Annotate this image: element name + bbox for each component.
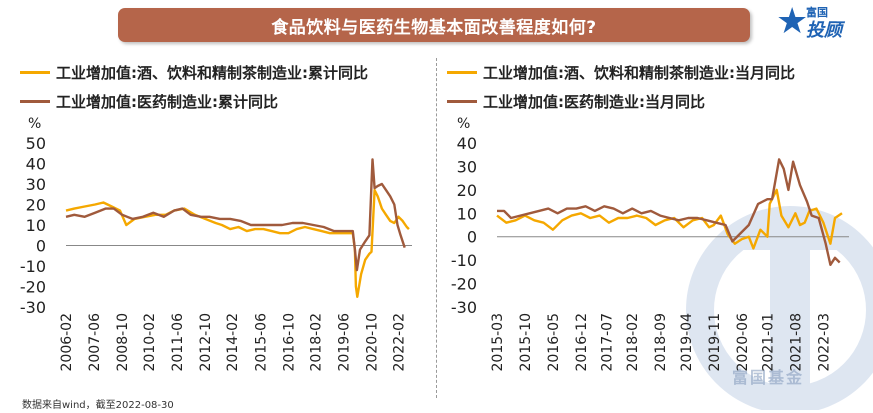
x-tick-label: 2021-08 — [788, 313, 804, 372]
series-line-2 — [497, 158, 841, 266]
x-tick-label: 2018-09 — [653, 313, 669, 372]
y-axis-unit: % — [457, 116, 470, 132]
x-tick-label: 2020-10 — [364, 313, 380, 372]
x-tick-label: 2019-11 — [707, 313, 723, 372]
series-line-1 — [496, 188, 843, 250]
y-tick-label: 40 — [26, 155, 46, 174]
y-tick-label: -20 — [451, 275, 477, 294]
x-tick-label: 2015-10 — [518, 313, 534, 372]
x-tick-label: 2021-01 — [760, 313, 776, 372]
series-line-1 — [65, 188, 410, 298]
x-tick-label: 2015-03 — [490, 313, 506, 372]
x-tick-label: 2019-06 — [336, 313, 352, 372]
x-tick-label: 2018-02 — [308, 313, 324, 372]
y-tick-label: 10 — [457, 204, 477, 223]
legend-item-left-2: 工业增加值:医药制造业:累计同比 — [20, 90, 278, 112]
x-tick-label: 2020-06 — [735, 313, 751, 372]
y-tick-label: -30 — [451, 298, 477, 317]
y-tick-label: -20 — [20, 278, 46, 297]
legend-swatch — [447, 70, 477, 74]
title-banner: 食品饮料与医药生物基本面改善程度如何? — [118, 8, 750, 42]
x-tick-label: 2014-02 — [225, 313, 241, 372]
x-tick-label: 2006-02 — [59, 313, 75, 372]
y-tick-label: 50 — [26, 134, 46, 153]
chart-right: % -30 -20 -10 0 10 20 30 40 2015-03 2015-10 2016-05… — [451, 116, 849, 372]
legend-item-left-1: 工业增加值:酒、饮料和精制茶制造业:累计同比 — [20, 61, 368, 83]
legend-label: 工业增加值:酒、饮料和精制茶制造业:累计同比 — [56, 63, 368, 82]
x-tick-label: 2017-07 — [600, 313, 616, 372]
legend-label: 工业增加值:医药制造业:当月同比 — [483, 92, 705, 111]
legend-swatch — [20, 99, 50, 103]
legend-label: 工业增加值:医药制造业:累计同比 — [56, 92, 278, 111]
y-tick-label: -10 — [451, 251, 477, 270]
x-tick-label: 2012-10 — [198, 313, 214, 372]
x-tick-label: 2015-06 — [253, 313, 269, 372]
x-tick-label: 2007-06 — [87, 313, 103, 372]
y-tick-label: 20 — [457, 181, 477, 200]
y-axis-unit: % — [28, 116, 41, 132]
x-tick-label: 2016-05 — [546, 313, 562, 372]
y-tick-label: 20 — [26, 196, 46, 215]
brand-name-main: 投顾 — [806, 20, 842, 41]
series-line-2 — [65, 158, 406, 272]
y-tick-label: 30 — [26, 175, 46, 194]
y-tick-label: 0 — [467, 228, 477, 247]
y-tick-label: 30 — [457, 157, 477, 176]
page-title: 食品饮料与医药生物基本面改善程度如何? — [271, 17, 597, 38]
watermark-text: 富国基金 — [732, 368, 805, 387]
y-tick-label: -10 — [20, 257, 46, 276]
legend-label: 工业增加值:酒、饮料和精制茶制造业:当月同比 — [483, 63, 795, 82]
legend-item-right-2: 工业增加值:医药制造业:当月同比 — [447, 90, 705, 112]
legend-swatch — [20, 70, 50, 74]
brand-name-top: 富国 — [806, 6, 828, 19]
x-tick-label: 2022-02 — [391, 313, 407, 372]
x-tick-label: 2011-06 — [170, 313, 186, 372]
x-tick-label: 2022-03 — [816, 313, 832, 372]
source-note: 数据来自wind，截至2022-08-30 — [22, 400, 174, 411]
panel-divider — [436, 58, 437, 398]
watermark-logo — [686, 206, 873, 410]
y-tick-label: -30 — [20, 298, 46, 317]
x-tick-label: 2008-10 — [115, 313, 131, 372]
legend-item-right-1: 工业增加值:酒、饮料和精制茶制造业:当月同比 — [447, 61, 795, 83]
x-tick-label: 2010-02 — [142, 313, 158, 372]
x-tick-label: 2016-12 — [574, 313, 590, 372]
y-tick-label: 10 — [26, 216, 46, 235]
brand-logo: ★ 富国 投顾 — [776, 0, 873, 44]
legend-swatch — [447, 99, 477, 103]
y-tick-label: 0 — [36, 237, 46, 256]
x-tick-label: 2019-04 — [679, 313, 695, 372]
x-tick-label: 2016-10 — [281, 313, 297, 372]
star-icon: ★ — [776, 1, 809, 42]
y-tick-label: 40 — [457, 134, 477, 153]
x-tick-label: 2018-02 — [625, 313, 641, 372]
